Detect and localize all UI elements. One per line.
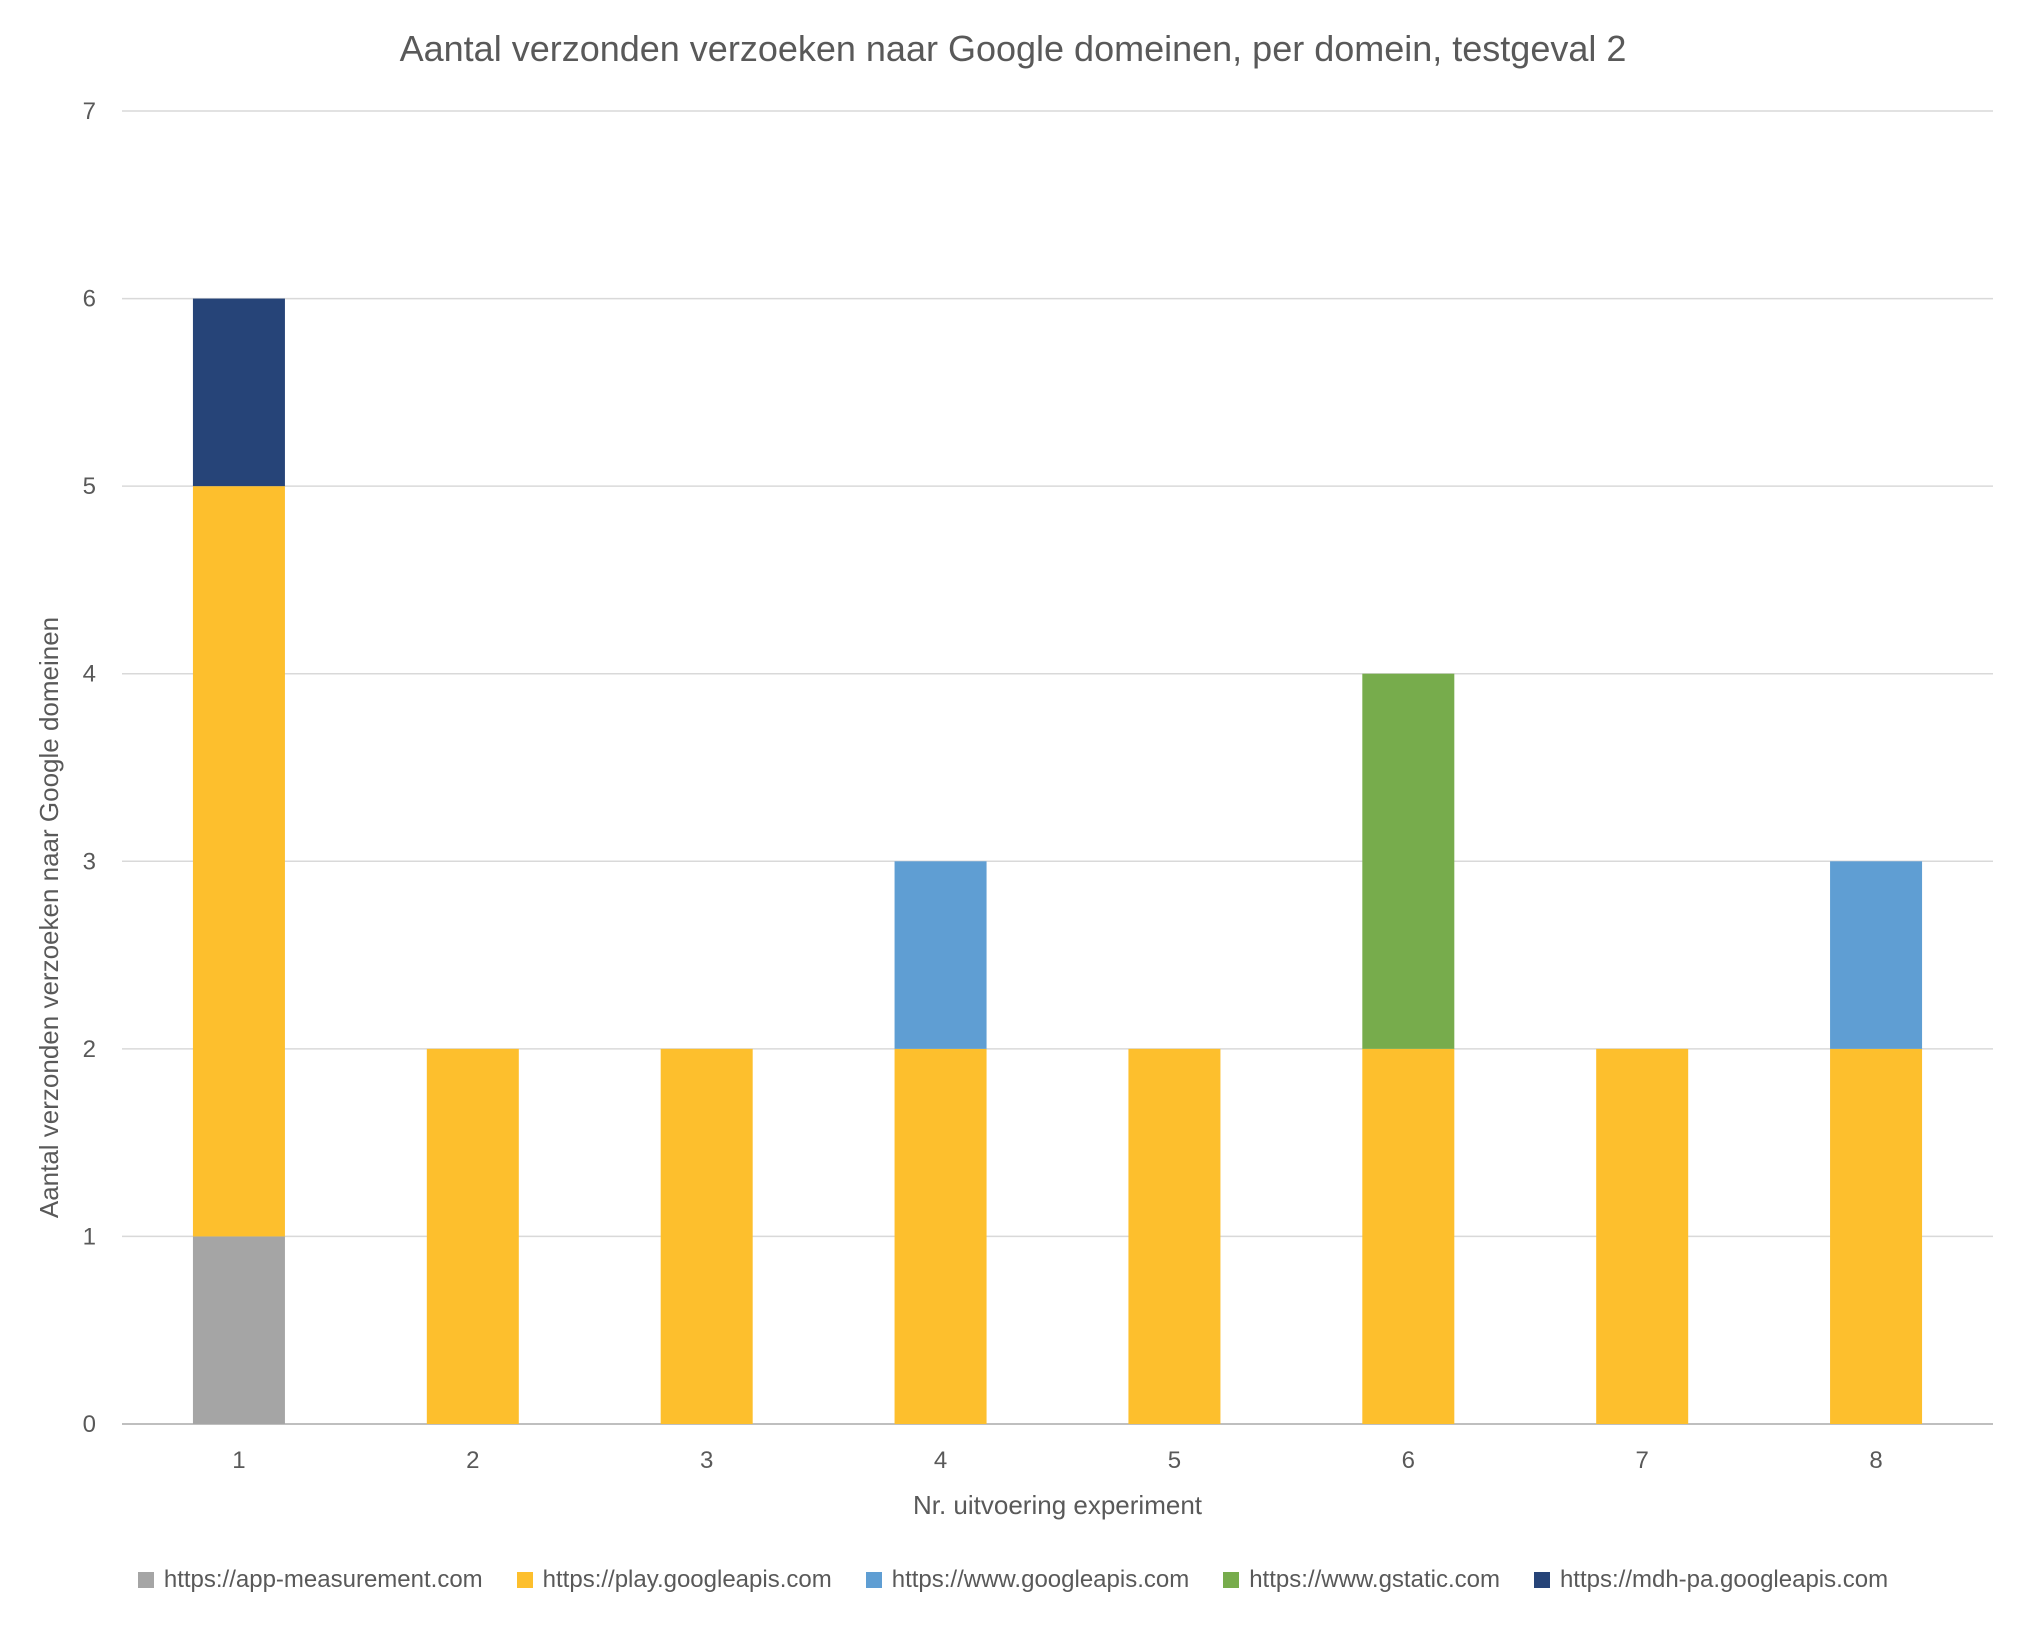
bar-segment: [894, 1048, 987, 1424]
x-tick-label: 4: [934, 1447, 947, 1474]
y-tick-label: 7: [83, 98, 96, 125]
y-tick-label: 3: [83, 848, 96, 875]
legend-swatch: [516, 1572, 533, 1588]
x-tick-label: 6: [1402, 1447, 1415, 1474]
x-tick-label: 7: [1636, 1447, 1649, 1474]
legend-swatch: [1223, 1572, 1240, 1588]
gridlines: [122, 110, 1993, 1425]
bar-segment: [660, 1048, 753, 1424]
y-tick-label: 4: [83, 661, 96, 688]
bar-segment: [894, 861, 987, 1049]
bar-segment: [1362, 673, 1455, 1049]
bar-segment: [1830, 1048, 1923, 1424]
bar-segment: [192, 1236, 285, 1424]
y-axis-ticks: 0 1 2 3 4 5 6 7: [83, 98, 96, 1438]
legend-label: https://www.googleapis.com: [891, 1566, 1190, 1593]
legend-swatch: [865, 1572, 882, 1588]
x-axis-ticks: 1 2 3 4 5 6 7 8: [232, 1447, 1882, 1474]
legend-swatch: [137, 1572, 154, 1588]
x-tick-label: 8: [1869, 1447, 1882, 1474]
legend-label: https://app-measurement.com: [163, 1566, 483, 1593]
y-axis-title: Aantal verzonden verzoeken naar Google d…: [34, 617, 64, 1218]
x-tick-label: 3: [700, 1447, 713, 1474]
bar-segment: [1830, 861, 1923, 1049]
legend-item: https://www.gstatic.com: [1223, 1566, 1500, 1594]
y-tick-label: 0: [83, 1411, 96, 1438]
chart-title: Aantal verzonden verzoeken naar Google d…: [399, 28, 1627, 69]
bar-segment: [192, 298, 285, 487]
legend-label: https://www.gstatic.com: [1249, 1566, 1500, 1593]
legend-label: https://play.googleapis.com: [542, 1566, 832, 1593]
legend-item: https://mdh-pa.googleapis.com: [1533, 1566, 1889, 1594]
legend-label: https://mdh-pa.googleapis.com: [1559, 1566, 1889, 1593]
legend-swatch: [1533, 1572, 1550, 1588]
x-tick-label: 1: [232, 1447, 245, 1474]
bar-segment: [192, 486, 285, 1237]
x-axis-title: Nr. uitvoering experiment: [913, 1490, 1203, 1520]
bar-segment: [1128, 1048, 1221, 1424]
chart-legend: https://app-measurement.com https://play.…: [0, 1566, 2026, 1594]
y-tick-label: 1: [83, 1223, 96, 1250]
bar-segment: [1596, 1048, 1689, 1424]
bar-segment: [426, 1048, 519, 1424]
legend-item: https://app-measurement.com: [137, 1566, 483, 1594]
legend-item: https://www.googleapis.com: [865, 1566, 1190, 1594]
bars: [192, 298, 1923, 1424]
legend-item: https://play.googleapis.com: [516, 1566, 832, 1594]
y-tick-label: 5: [83, 473, 96, 500]
y-tick-label: 6: [83, 286, 96, 313]
bar-segment: [1362, 1048, 1455, 1424]
y-tick-label: 2: [83, 1036, 96, 1063]
x-tick-label: 5: [1168, 1447, 1181, 1474]
chart-plot-area: 0 1 2 3 4 5 6 7 1 2 3 4 5 6 7 8 Nr. uitvoering experim…: [34, 98, 1993, 1520]
x-tick-label: 2: [466, 1447, 479, 1474]
